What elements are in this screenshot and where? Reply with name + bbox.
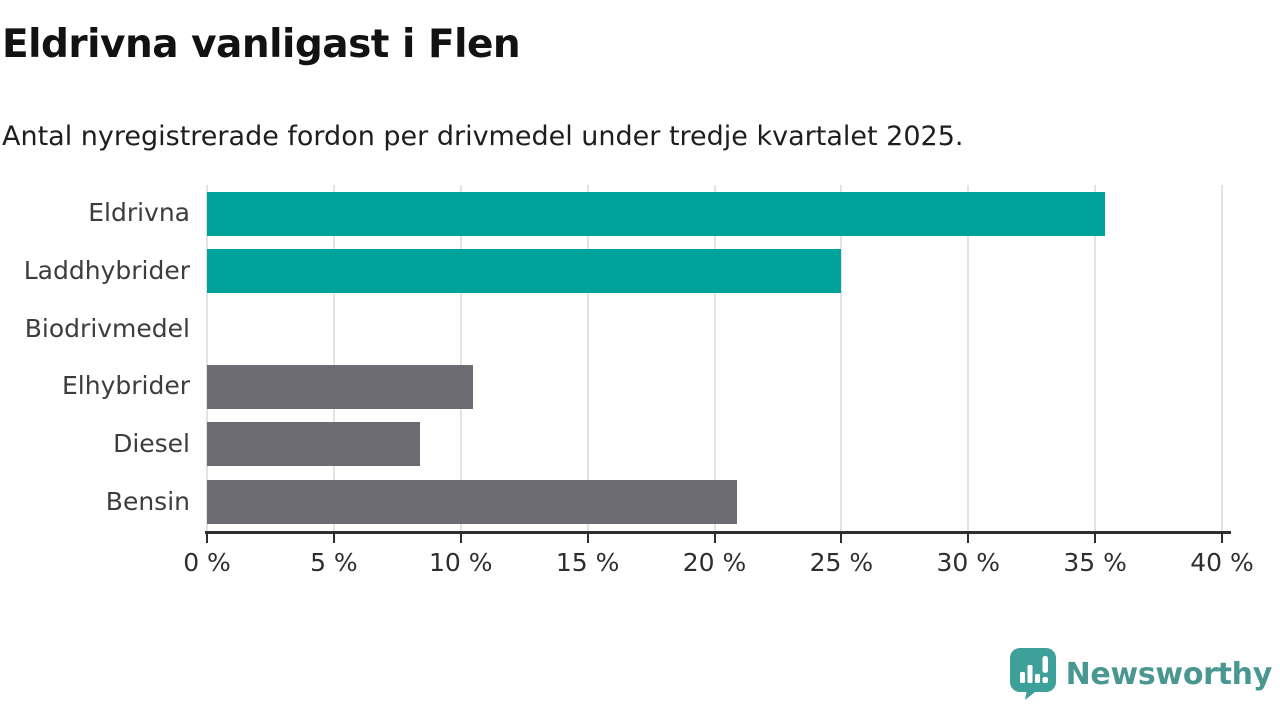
bar-track-diesel [207, 416, 1222, 474]
axis-tick-25 [840, 534, 843, 543]
bar-elhybrider [207, 364, 474, 409]
bar-row-biodrivmedel: Biodrivmedel [0, 300, 1222, 358]
gridline-15 [586, 185, 589, 531]
chart-title: Eldrivna vanligast i Flen [2, 22, 521, 67]
axis-tick-label-35: 35 % [1063, 548, 1127, 577]
bar-bensin [207, 480, 738, 525]
gridline-40 [1221, 185, 1223, 531]
bar-track-bensin [207, 473, 1222, 531]
bar-row-diesel: Diesel [0, 416, 1222, 474]
bar-row-elhybrider: Elhybrider [0, 358, 1222, 416]
axis-tick-label-30: 30 % [936, 548, 1001, 577]
gridline-0 [206, 185, 208, 531]
bar-rows: Eldrivna Laddhybrider Biodrivmedel Elhybrid… [0, 185, 1222, 531]
axis-tick-label-10: 10 % [428, 548, 493, 577]
axis-tick-15 [586, 534, 589, 543]
gridline-25 [840, 185, 843, 531]
axis-tick-35 [1094, 534, 1097, 543]
category-label-laddhybrider: Laddhybrider [23, 255, 190, 285]
bar-laddhybrider [207, 249, 842, 294]
bar-row-bensin: Bensin [0, 473, 1222, 531]
category-label-bensin: Bensin [105, 486, 190, 516]
axis-tick-20 [713, 534, 716, 543]
bar-track-laddhybrider [207, 243, 1222, 301]
bar-row-eldrivna: Eldrivna [0, 185, 1222, 243]
axis-tick-label-0: 0 % [183, 548, 231, 577]
axis-tick-40 [1221, 534, 1223, 543]
bar-row-laddhybrider: Laddhybrider [0, 243, 1222, 301]
axis-tick-label-20: 20 % [682, 548, 747, 577]
x-axis-line [205, 531, 1231, 534]
axis-tick-0 [206, 534, 208, 543]
newsworthy-branding: Newsworthy [1009, 648, 1273, 700]
x-axis-labels: 0 % 5 % 10 % 15 % 20 % 25 % 30 % 35 % 40 % [183, 548, 1254, 580]
bar-track-elhybrider [207, 358, 1222, 416]
gridline-10 [459, 185, 462, 531]
plot-gridlines [206, 185, 1223, 531]
newsworthy-logo-icon [1009, 648, 1056, 700]
axis-tick-label-25: 25 % [809, 548, 874, 577]
bar-track-eldrivna [207, 185, 1222, 243]
bar-eldrivna [207, 191, 1106, 236]
gridline-5 [332, 185, 335, 531]
category-label-eldrivna: Eldrivna [88, 198, 190, 228]
bar-diesel [207, 422, 421, 467]
category-label-diesel: Diesel [113, 428, 190, 458]
axis-tick-label-40: 40 % [1190, 548, 1254, 577]
chart-subtitle: Antal nyregistrerade fordon per drivmede… [2, 121, 964, 152]
axis-tick-label-15: 15 % [555, 548, 620, 577]
x-axis-ticks [206, 534, 1223, 544]
bar-track-biodrivmedel [207, 300, 1222, 358]
axis-tick-10 [459, 534, 462, 543]
gridline-20 [713, 185, 716, 531]
axis-tick-label-5: 5 % [310, 548, 358, 577]
category-label-elhybrider: Elhybrider [61, 371, 190, 401]
axis-tick-30 [967, 534, 970, 543]
gridline-30 [967, 185, 970, 531]
category-label-biodrivmedel: Biodrivmedel [24, 313, 190, 343]
gridline-35 [1094, 185, 1097, 531]
newsworthy-logo-text: Newsworthy [1065, 656, 1273, 692]
axis-tick-5 [332, 534, 335, 543]
